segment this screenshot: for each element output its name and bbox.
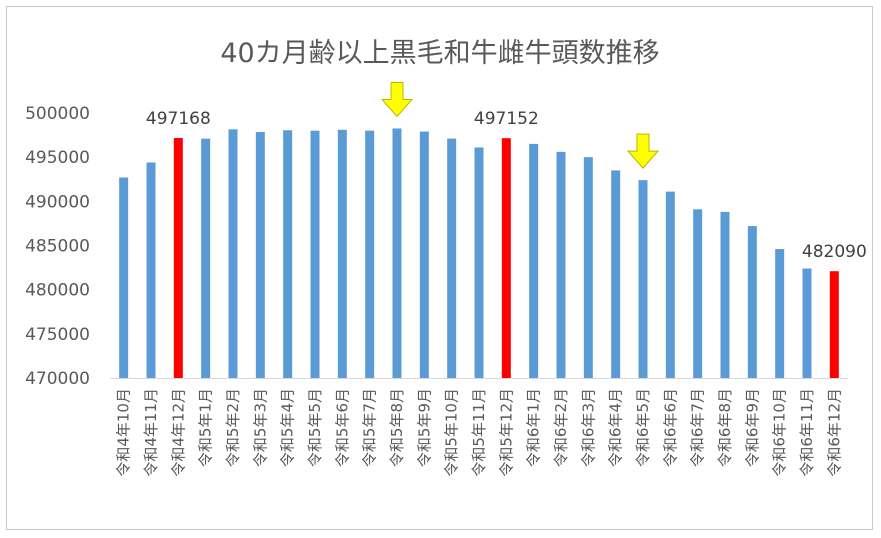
x-tick-label: 令和6年9月 — [743, 388, 761, 467]
x-tick-label: 令和5年3月 — [251, 388, 269, 467]
x-tick-label: 令和6年7月 — [689, 388, 707, 467]
x-axis: 令和4年10月 令和4年11月 令和4年12月 令和5年1月 令和5年2月 令和5年3月令… — [110, 378, 848, 477]
x-tick-label: 令和6年5月 — [634, 388, 652, 467]
x-tick-label: 令和5年7月 — [361, 388, 379, 467]
bar — [556, 151, 566, 378]
arrow-down-icon — [380, 81, 414, 118]
x-tick-label: 令和5年6月 — [333, 388, 351, 467]
chart-title: 40カ月齢以上黒毛和牛雌牛頭数推移 — [220, 38, 659, 69]
x-tick-label: 令和6年2月 — [552, 388, 570, 467]
bar — [693, 209, 703, 378]
bar — [228, 129, 238, 378]
bar — [529, 143, 539, 378]
y-tick-label: 490000 — [25, 192, 90, 212]
bar — [337, 129, 347, 378]
y-tick-label: 475000 — [25, 325, 90, 345]
y-tick-label: 495000 — [25, 148, 90, 168]
bar — [747, 226, 757, 378]
bar — [638, 180, 648, 378]
arrow-down-icon — [626, 133, 660, 169]
x-tick-label: 令和6年8月 — [716, 388, 734, 467]
data-label: 497168 — [146, 109, 211, 129]
x-tick-label: 令和5年5月 — [306, 388, 324, 467]
bar — [447, 138, 457, 378]
bar — [611, 170, 621, 378]
x-tick-label: 令和6年4月 — [607, 388, 625, 467]
bar — [146, 162, 156, 378]
x-tick-label: 令和4年10月 — [115, 388, 133, 477]
bar — [283, 130, 293, 378]
bar — [583, 157, 593, 378]
y-tick-label: 485000 — [25, 237, 90, 257]
data-label: 497152 — [474, 109, 539, 129]
arrow-markers — [380, 81, 660, 169]
bar — [419, 131, 429, 378]
x-tick-label: 令和6年1月 — [525, 388, 543, 467]
bar — [365, 130, 375, 378]
y-tick-label: 470000 — [25, 369, 90, 389]
x-tick-label: 令和6年3月 — [579, 388, 597, 467]
x-tick-label: 令和5年11月 — [470, 388, 488, 477]
bars — [119, 128, 839, 378]
x-tick-label: 令和5年8月 — [388, 388, 406, 467]
bar — [720, 211, 730, 378]
y-tick-label: 480000 — [25, 281, 90, 301]
bar — [310, 130, 320, 378]
x-tick-label: 令和5年2月 — [224, 388, 242, 467]
bar — [392, 128, 402, 378]
x-tick-label: 令和6年6月 — [661, 388, 679, 467]
bar — [173, 138, 183, 378]
data-labels: 497168 497152 482090 — [146, 109, 867, 262]
x-tick-label: 令和6年11月 — [798, 388, 816, 477]
x-tick-label: 令和5年10月 — [443, 388, 461, 477]
x-tick-label: 令和6年10月 — [771, 388, 789, 477]
x-tick-label: 令和4年12月 — [169, 388, 187, 477]
bar — [201, 138, 211, 378]
y-axis: 470000 475000 480000 485000 490000 495000 5000… — [25, 104, 90, 389]
bar — [255, 131, 265, 378]
x-tick-label: 令和4年11月 — [142, 388, 160, 477]
x-tick-label: 令和5年4月 — [279, 388, 297, 467]
bar — [474, 147, 484, 378]
bar — [829, 271, 839, 378]
bar — [119, 177, 129, 378]
x-tick-label: 令和5年1月 — [197, 388, 215, 467]
x-tick-label: 令和5年12月 — [497, 388, 515, 477]
data-label: 482090 — [802, 242, 867, 262]
x-tick-label: 令和5年9月 — [415, 388, 433, 467]
bar — [665, 191, 675, 378]
bar — [802, 268, 812, 378]
bar — [775, 249, 785, 378]
y-tick-label: 500000 — [25, 104, 90, 124]
bar — [501, 138, 511, 378]
x-tick-label: 令和6年12月 — [825, 388, 843, 477]
